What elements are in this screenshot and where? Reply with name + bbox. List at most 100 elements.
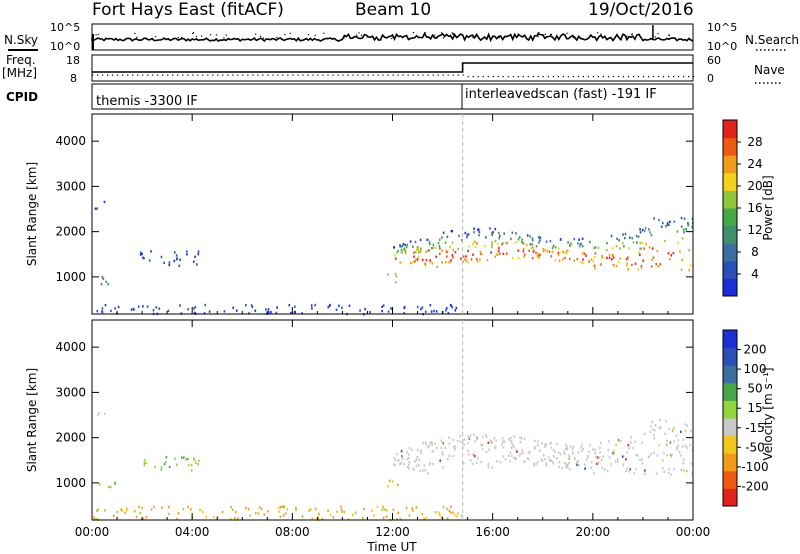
echo-cell <box>590 466 592 470</box>
echo-cell <box>152 309 155 312</box>
echo-cell <box>615 264 618 268</box>
echo-cell <box>385 508 388 512</box>
echo-cell <box>435 255 437 259</box>
colorbar-segment <box>723 120 737 139</box>
echo-cell <box>667 252 670 255</box>
nave-dot <box>647 76 650 78</box>
echo-cell <box>445 249 447 252</box>
echo-cell <box>150 508 153 511</box>
echo-cell <box>554 259 557 262</box>
echo-cell <box>279 505 282 509</box>
echo-cell <box>670 455 673 458</box>
echo-cell <box>430 310 433 313</box>
echo-cell <box>328 304 331 308</box>
echo-cell <box>393 457 396 460</box>
echo-cell <box>450 505 452 509</box>
echo-cell <box>465 259 468 262</box>
nave-dot <box>452 74 454 76</box>
echo-cell <box>531 239 534 242</box>
echo-cell <box>568 461 570 465</box>
echo-cell <box>629 468 632 471</box>
echo-cell <box>665 225 667 228</box>
colorbar-segment <box>723 400 737 419</box>
echo-cell <box>459 434 462 438</box>
nsearch-dot <box>192 32 194 35</box>
echo-cell <box>541 442 543 445</box>
echo-cell <box>442 453 444 456</box>
echo-cell <box>425 259 428 262</box>
nsearch-tick-bottom: 10^0 <box>707 40 737 53</box>
nave-dot <box>642 76 645 78</box>
echo-cell <box>442 505 445 509</box>
echo-cell <box>675 434 678 437</box>
echo-cell <box>431 262 434 265</box>
echo-cell <box>431 441 433 444</box>
nsearch-dot <box>412 32 415 34</box>
nave-dot <box>557 76 559 78</box>
echo-cell <box>650 233 653 237</box>
echo-cell <box>310 304 313 307</box>
echo-cell <box>626 262 628 265</box>
nave-dot <box>127 74 129 76</box>
echo-cell <box>403 306 406 310</box>
echo-cell <box>467 435 470 438</box>
echo-cell <box>670 473 672 476</box>
echo-cell <box>199 508 201 512</box>
echo-cell <box>267 311 270 314</box>
echo-cell <box>203 312 206 315</box>
echo-cell <box>576 463 578 467</box>
echo-cell <box>687 224 689 227</box>
echo-cell <box>414 240 417 244</box>
echo-cell <box>560 238 562 241</box>
nsearch-dot <box>544 33 546 35</box>
echo-cell <box>146 305 149 308</box>
echo-cell <box>585 458 588 461</box>
echo-cell <box>160 468 163 471</box>
echo-cell <box>641 462 644 465</box>
echo-cell <box>639 241 642 245</box>
echo-cell <box>193 260 195 263</box>
echo-cell <box>396 453 398 456</box>
nsearch-dot <box>441 32 443 34</box>
echo-cell <box>308 509 310 512</box>
freq-trace <box>92 62 695 78</box>
colorbar-segment <box>723 435 737 454</box>
echo-cell <box>552 244 555 247</box>
echo-cell <box>544 443 546 446</box>
nave-dot <box>112 74 114 76</box>
echo-cell <box>610 258 613 261</box>
nave-dot <box>402 74 404 76</box>
echo-cell <box>535 251 537 254</box>
beam-title: Beam 10 <box>355 0 431 20</box>
echo-cell <box>508 438 510 441</box>
echo-cell <box>486 259 489 262</box>
echo-cell <box>354 511 357 514</box>
echo-cell <box>497 249 500 253</box>
echo-cell <box>561 467 563 470</box>
nave-dot <box>678 76 680 78</box>
echo-cell <box>382 304 385 307</box>
echo-cell <box>446 517 449 520</box>
echo-cell <box>518 236 521 239</box>
echo-cell <box>381 305 383 308</box>
echo-cell <box>628 447 631 450</box>
echo-cell <box>645 242 647 246</box>
echo-cell <box>394 272 397 276</box>
echo-cell <box>648 228 650 231</box>
echo-cell <box>469 434 472 437</box>
echo-cell <box>142 305 144 308</box>
echo-cell <box>492 231 494 234</box>
echo-cell <box>400 248 403 252</box>
echo-cell <box>614 460 617 463</box>
colorbar-segment <box>723 347 737 366</box>
echo-cell <box>648 455 650 458</box>
echo-cell <box>677 241 679 244</box>
echo-cell <box>541 459 544 462</box>
nsearch-dot <box>511 37 513 39</box>
nave-dot <box>352 74 354 76</box>
echo-cell <box>589 240 591 244</box>
echo-cell <box>481 443 484 447</box>
velocity-panel: 00:00 04:00 08:00 12:00 16:00 20:00 00:00 1000 2… <box>25 319 710 554</box>
echo-cell <box>625 469 628 472</box>
date-title: 19/Oct/2016 <box>588 0 694 20</box>
